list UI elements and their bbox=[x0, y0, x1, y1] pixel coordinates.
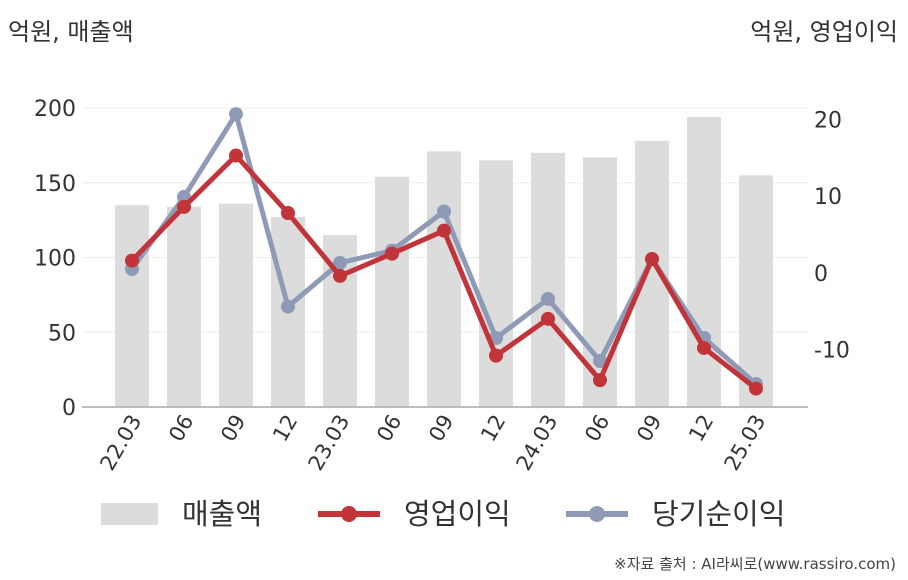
bar bbox=[531, 152, 565, 407]
bar bbox=[219, 203, 253, 407]
x-tick-label: 06 bbox=[580, 411, 614, 446]
series-point bbox=[177, 199, 191, 214]
legend-swatch-net-dot bbox=[589, 506, 605, 522]
bar bbox=[687, 116, 721, 407]
series-point bbox=[593, 354, 607, 368]
series-point bbox=[541, 311, 555, 326]
y-right-tick-label: -10 bbox=[814, 339, 850, 364]
y-right-tick-label: 0 bbox=[814, 262, 828, 287]
x-tick-label: 09 bbox=[632, 411, 666, 446]
x-tick-label: 06 bbox=[372, 411, 406, 446]
bar bbox=[115, 205, 149, 407]
y-right-tick-label: 10 bbox=[814, 185, 842, 210]
series-point bbox=[125, 253, 139, 268]
series-point bbox=[437, 223, 451, 238]
series-point bbox=[645, 252, 659, 267]
legend-label-net: 당기순이익 bbox=[652, 497, 785, 531]
legend-label-op: 영업이익 bbox=[404, 497, 511, 531]
series-point bbox=[385, 246, 399, 261]
legend-swatch-revenue bbox=[101, 503, 158, 525]
y-left-tick-label: 150 bbox=[34, 172, 76, 197]
series-point bbox=[229, 107, 243, 122]
y-left-tick-label: 100 bbox=[34, 247, 76, 272]
series-point bbox=[333, 255, 347, 270]
x-tick-label: 25.03 bbox=[719, 411, 770, 475]
bar bbox=[167, 206, 201, 407]
bar bbox=[375, 176, 409, 407]
series-point bbox=[593, 373, 607, 388]
x-tick-label: 09 bbox=[216, 411, 250, 446]
x-tick-label: 23.03 bbox=[303, 411, 354, 475]
x-tick-label: 06 bbox=[164, 411, 198, 446]
series-point bbox=[541, 291, 555, 306]
series-point bbox=[333, 268, 347, 283]
line-series bbox=[125, 107, 763, 396]
series-point bbox=[697, 340, 711, 355]
right-axis-unit: 억원, 영업이익 bbox=[750, 18, 898, 46]
revenue-bars bbox=[115, 116, 773, 407]
series-point bbox=[281, 206, 295, 221]
bar bbox=[739, 175, 773, 407]
x-tick-label: 12 bbox=[268, 411, 302, 446]
x-tick-label: 24.03 bbox=[511, 411, 562, 475]
y-left-tick-label: 50 bbox=[48, 321, 76, 346]
series-point bbox=[489, 348, 503, 363]
x-tick-label: 09 bbox=[424, 411, 458, 446]
x-tick-label: 12 bbox=[684, 411, 718, 446]
series-point bbox=[281, 299, 295, 314]
y-left-tick-label: 0 bbox=[62, 396, 76, 421]
legend-swatch-op-dot bbox=[341, 506, 357, 522]
series-point bbox=[749, 381, 763, 396]
series-point bbox=[437, 204, 451, 219]
legend-label-revenue: 매출액 bbox=[182, 497, 262, 531]
bar bbox=[479, 160, 513, 407]
x-tick-label: 22.03 bbox=[95, 411, 146, 475]
left-axis-unit: 억원, 매출액 bbox=[8, 18, 134, 46]
series-point bbox=[229, 148, 243, 163]
y-right-tick-label: 20 bbox=[814, 109, 842, 134]
x-tick-label: 12 bbox=[476, 411, 510, 446]
y-left-tick-label: 200 bbox=[34, 97, 76, 122]
bar bbox=[427, 151, 461, 407]
source-note: ※자료 출처 : AI라씨로(www.rassiro.com) bbox=[614, 555, 896, 573]
legend: 매출액 영업이익 당기순이익 bbox=[101, 497, 785, 531]
